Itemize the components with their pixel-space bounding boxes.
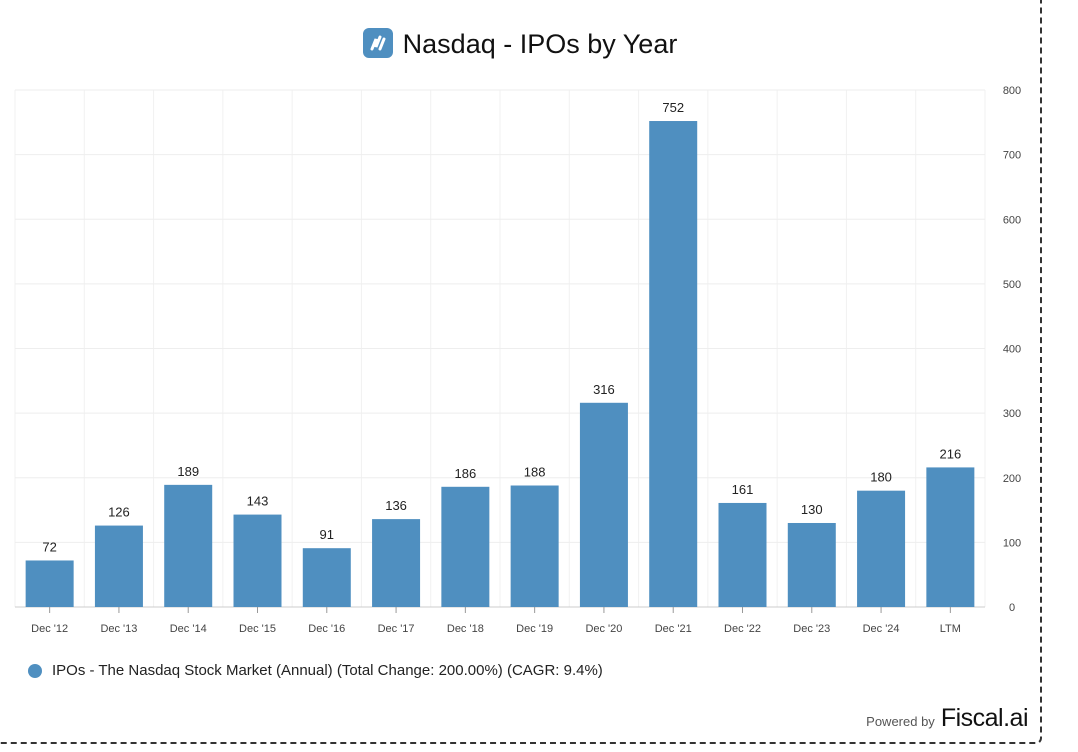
bar [926,467,975,607]
x-tick-label: Dec '14 [170,623,207,635]
bar [649,121,698,608]
data-label: 136 [385,498,407,513]
bar [579,402,628,607]
data-label: 316 [593,382,615,397]
bar [441,486,490,607]
data-label: 180 [870,470,892,485]
x-tick-label: Dec '24 [863,623,900,635]
bar [233,514,282,607]
bar [787,522,836,607]
x-tick-label: Dec '22 [724,623,761,635]
x-tick-label: Dec '16 [308,623,345,635]
brand-logo: Fiscal.ai [940,704,1029,732]
y-tick-label: 500 [1003,279,1021,291]
x-tick-label: Dec '19 [516,623,553,635]
bar [857,490,906,607]
y-tick-label: 100 [1003,537,1021,549]
data-label: 189 [177,464,199,479]
legend[interactable]: IPOs - The Nasdaq Stock Market (Annual) … [28,662,603,679]
chart-frame [0,0,1042,744]
x-tick-label: Dec '20 [585,623,622,635]
y-tick-label: 800 [1003,85,1021,97]
y-tick-label: 300 [1003,408,1021,420]
y-tick-label: 600 [1003,214,1021,226]
x-tick-label: Dec '12 [31,623,68,635]
x-tick-label: LTM [940,623,961,635]
bar [164,484,213,607]
data-label: 752 [662,100,684,115]
x-tick-label: Dec '23 [793,623,830,635]
data-label: 72 [42,539,56,554]
bar [94,525,143,607]
legend-dot-icon [28,663,42,678]
nasdaq-logo-icon [362,28,393,58]
data-label: 161 [732,482,754,497]
y-tick-label: 700 [1003,150,1021,162]
bar [302,548,351,607]
bar [718,502,767,607]
data-label: 186 [455,466,477,481]
x-tick-label: Dec '17 [378,623,415,635]
bar-chart: 0 100 200 300 400 500 600 700 800 72 Dec '12 126 Dec… [14,85,1021,635]
x-tick-label: Dec '15 [239,623,276,635]
y-tick-label: 200 [1003,473,1021,485]
data-label: 130 [801,502,823,517]
data-label: 143 [247,494,269,509]
x-tick-label: Dec '21 [655,623,692,635]
data-label: 126 [108,505,130,520]
bar [25,560,74,607]
data-label: 188 [524,465,546,480]
y-tick-label: 0 [1009,602,1015,614]
x-tick-label: Dec '18 [447,623,484,635]
chart-title: Nasdaq - IPOs by Year [0,28,1040,60]
data-label: 216 [940,446,962,461]
bar [510,485,559,607]
bar [372,519,421,607]
powered-by: Powered by Fiscal.ai [866,704,1029,732]
data-label: 91 [320,527,334,542]
y-tick-label: 400 [1003,344,1021,356]
legend-label: IPOs - The Nasdaq Stock Market (Annual) … [52,662,603,679]
x-tick-label: Dec '13 [100,623,137,635]
